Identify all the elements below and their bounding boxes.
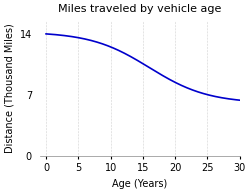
Title: Miles traveled by vehicle age: Miles traveled by vehicle age (58, 4, 221, 14)
X-axis label: Age (Years): Age (Years) (112, 179, 167, 189)
Y-axis label: Distance (Thousand Miles): Distance (Thousand Miles) (4, 23, 14, 153)
